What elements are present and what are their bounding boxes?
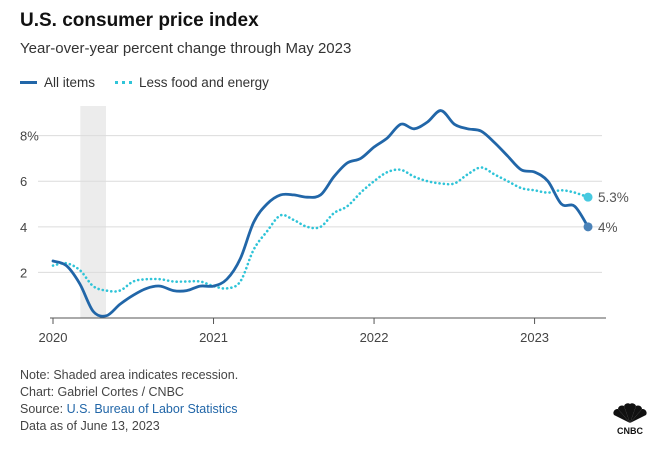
y-tick-label: 4 xyxy=(20,220,27,235)
legend-item-all-items: All items xyxy=(20,75,95,90)
logo-text: CNBC xyxy=(617,426,643,436)
y-tick-label: 2 xyxy=(20,265,27,280)
x-tick-label: 2023 xyxy=(520,330,549,345)
footnote: Note: Shaded area indicates recession. xyxy=(20,368,239,382)
y-tick-label: 6 xyxy=(20,174,27,189)
source-prefix: Source: xyxy=(20,402,67,416)
series-line-core xyxy=(51,166,590,293)
legend: All items Less food and energy xyxy=(20,75,289,90)
end-label-core: 5.3% xyxy=(598,190,629,205)
legend-swatch-dotted xyxy=(115,81,133,84)
chart-subtitle: Year-over-year percent change through Ma… xyxy=(20,40,352,57)
nbc-peacock-icon xyxy=(613,403,647,423)
cnbc-logo: CNBC xyxy=(613,403,647,436)
legend-label-core: Less food and energy xyxy=(139,75,269,90)
chart-title: U.S. consumer price index xyxy=(20,10,259,31)
series-line-all-items xyxy=(51,109,590,318)
x-tick-label: 2022 xyxy=(360,330,389,345)
x-tick-label: 2021 xyxy=(199,330,228,345)
x-tick-label: 2020 xyxy=(39,330,68,345)
end-point-all-items xyxy=(583,222,593,232)
end-label-all-items: 4% xyxy=(598,220,618,235)
footer: Note: Shaded area indicates recession. C… xyxy=(20,367,238,435)
chart-credit: Chart: Gabriel Cortes / CNBC xyxy=(20,385,184,399)
recession-shading xyxy=(80,106,106,318)
legend-item-core: Less food and energy xyxy=(115,75,269,90)
source-link[interactable]: U.S. Bureau of Labor Statistics xyxy=(66,402,238,416)
source-line: Source: U.S. Bureau of Labor Statistics xyxy=(20,401,238,418)
y-tick-label: 8% xyxy=(20,129,39,144)
end-point-core xyxy=(583,192,593,202)
legend-swatch-solid xyxy=(20,81,37,84)
data-date: Data as of June 13, 2023 xyxy=(20,419,160,433)
legend-label-all-items: All items xyxy=(44,75,96,90)
